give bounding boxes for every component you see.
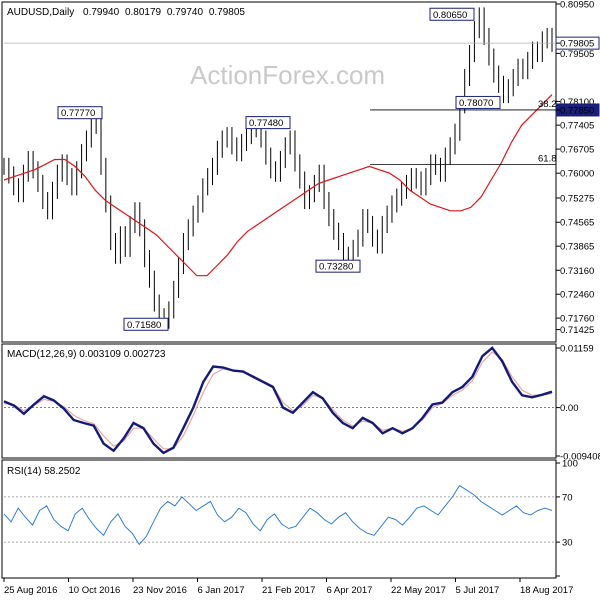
price-tick-label: 0.71425 bbox=[560, 325, 594, 336]
macd-tick-label: 0.00 bbox=[560, 403, 579, 414]
macd-line bbox=[3, 346, 553, 455]
price-tick-label: 0.74565 bbox=[560, 218, 594, 229]
price-tick-label: 0.75275 bbox=[560, 193, 594, 204]
price-tick-label: 0.79505 bbox=[560, 49, 594, 60]
x-tick-label: 10 Oct 2016 bbox=[69, 585, 121, 596]
annotation-box bbox=[455, 95, 501, 109]
rsi-axis: 100 70 30 bbox=[556, 459, 578, 577]
price-tick-label: 0.79805 bbox=[560, 39, 594, 50]
x-tick-label: 21 Feb 2017 bbox=[262, 585, 315, 596]
macd-series bbox=[3, 346, 556, 455]
annotation-label: 0.77480 bbox=[249, 118, 283, 129]
rsi-line bbox=[3, 484, 553, 546]
price-annotations: 0.80650 0.78070 0.77770 0.77480 0.73280 0.715… bbox=[57, 7, 501, 331]
price-tick-label: 0.80950 bbox=[560, 0, 594, 11]
macd-tick-label: -0.009408 bbox=[560, 452, 600, 463]
macd-panel-frame bbox=[1, 343, 557, 459]
price-tick-label: 0.72460 bbox=[560, 290, 594, 301]
ohlc-low: 0.79740 bbox=[167, 7, 204, 18]
macd-signal-line bbox=[3, 351, 553, 450]
price-tick-label: 0.73160 bbox=[560, 266, 594, 277]
annotation-label: 0.73280 bbox=[319, 262, 353, 273]
annotation-label: 0.77770 bbox=[61, 108, 95, 119]
rsi-tick-label: 100 bbox=[562, 459, 578, 470]
annotation-box bbox=[429, 7, 475, 21]
macd-axis: 0.01159 0.00 -0.009408 bbox=[556, 344, 600, 463]
x-tick-label: 25 Aug 2016 bbox=[4, 585, 57, 596]
ohlc-high: 0.80179 bbox=[125, 7, 162, 18]
macd-label: MACD(12,26,9) 0.003109 0.002723 bbox=[7, 349, 166, 360]
x-axis: 25 Aug 2016 10 Oct 2016 23 Nov 2016 6 Jan 2… bbox=[3, 578, 573, 596]
annotation-box bbox=[57, 106, 103, 120]
price-tick-label: 0.76000 bbox=[560, 169, 594, 180]
x-tick-label: 6 Jan 2017 bbox=[198, 585, 245, 596]
macd-tick-label: 0.01159 bbox=[560, 344, 594, 355]
price-tick-label: 0.78100 bbox=[560, 97, 594, 108]
fib-level-label: 61.8 bbox=[538, 154, 557, 165]
price-panel-frame bbox=[1, 1, 557, 343]
annotation-box bbox=[245, 116, 291, 130]
price-tick-label: 0.71760 bbox=[560, 314, 594, 325]
annotation-box bbox=[315, 259, 361, 273]
chart-title: AUDUSD,Daily 0.79940 0.80179 0.79740 0.7… bbox=[7, 7, 245, 18]
fib-level-label: 38.2 bbox=[538, 99, 557, 110]
rsi-tick-label: 70 bbox=[562, 492, 573, 503]
annotation-label: 0.78070 bbox=[459, 98, 493, 109]
chart-title-symbol: AUDUSD,Daily bbox=[7, 7, 74, 18]
annotation-box bbox=[123, 317, 169, 331]
x-tick-label: 18 Aug 2017 bbox=[520, 585, 573, 596]
price-tick-label: 0.77850 bbox=[560, 105, 594, 116]
rsi-series bbox=[3, 484, 556, 546]
ohlc-open: 0.79940 bbox=[83, 7, 120, 18]
moving-average-line bbox=[3, 94, 553, 277]
x-tick-label: 5 Jul 2017 bbox=[456, 585, 500, 596]
price-tick-label: 0.73865 bbox=[560, 242, 594, 253]
watermark: ActionForex.com bbox=[190, 60, 385, 90]
x-tick-label: 6 Apr 2017 bbox=[327, 585, 373, 596]
rsi-tick-label: 30 bbox=[562, 538, 573, 549]
price-tick-label: 0.76705 bbox=[560, 145, 594, 156]
ohlc-close: 0.79805 bbox=[209, 7, 246, 18]
price-series: 38.2 61.8 bbox=[3, 7, 557, 329]
annotation-label: 0.71580 bbox=[127, 320, 161, 331]
rsi-label: RSI(14) 58.2502 bbox=[7, 466, 81, 477]
price-tick-label: 0.77405 bbox=[560, 121, 594, 132]
x-tick-label: 22 May 2017 bbox=[391, 585, 446, 596]
x-tick-label: 23 Nov 2016 bbox=[133, 585, 187, 596]
rsi-panel-frame bbox=[1, 459, 557, 579]
annotation-label: 0.80650 bbox=[433, 10, 467, 21]
